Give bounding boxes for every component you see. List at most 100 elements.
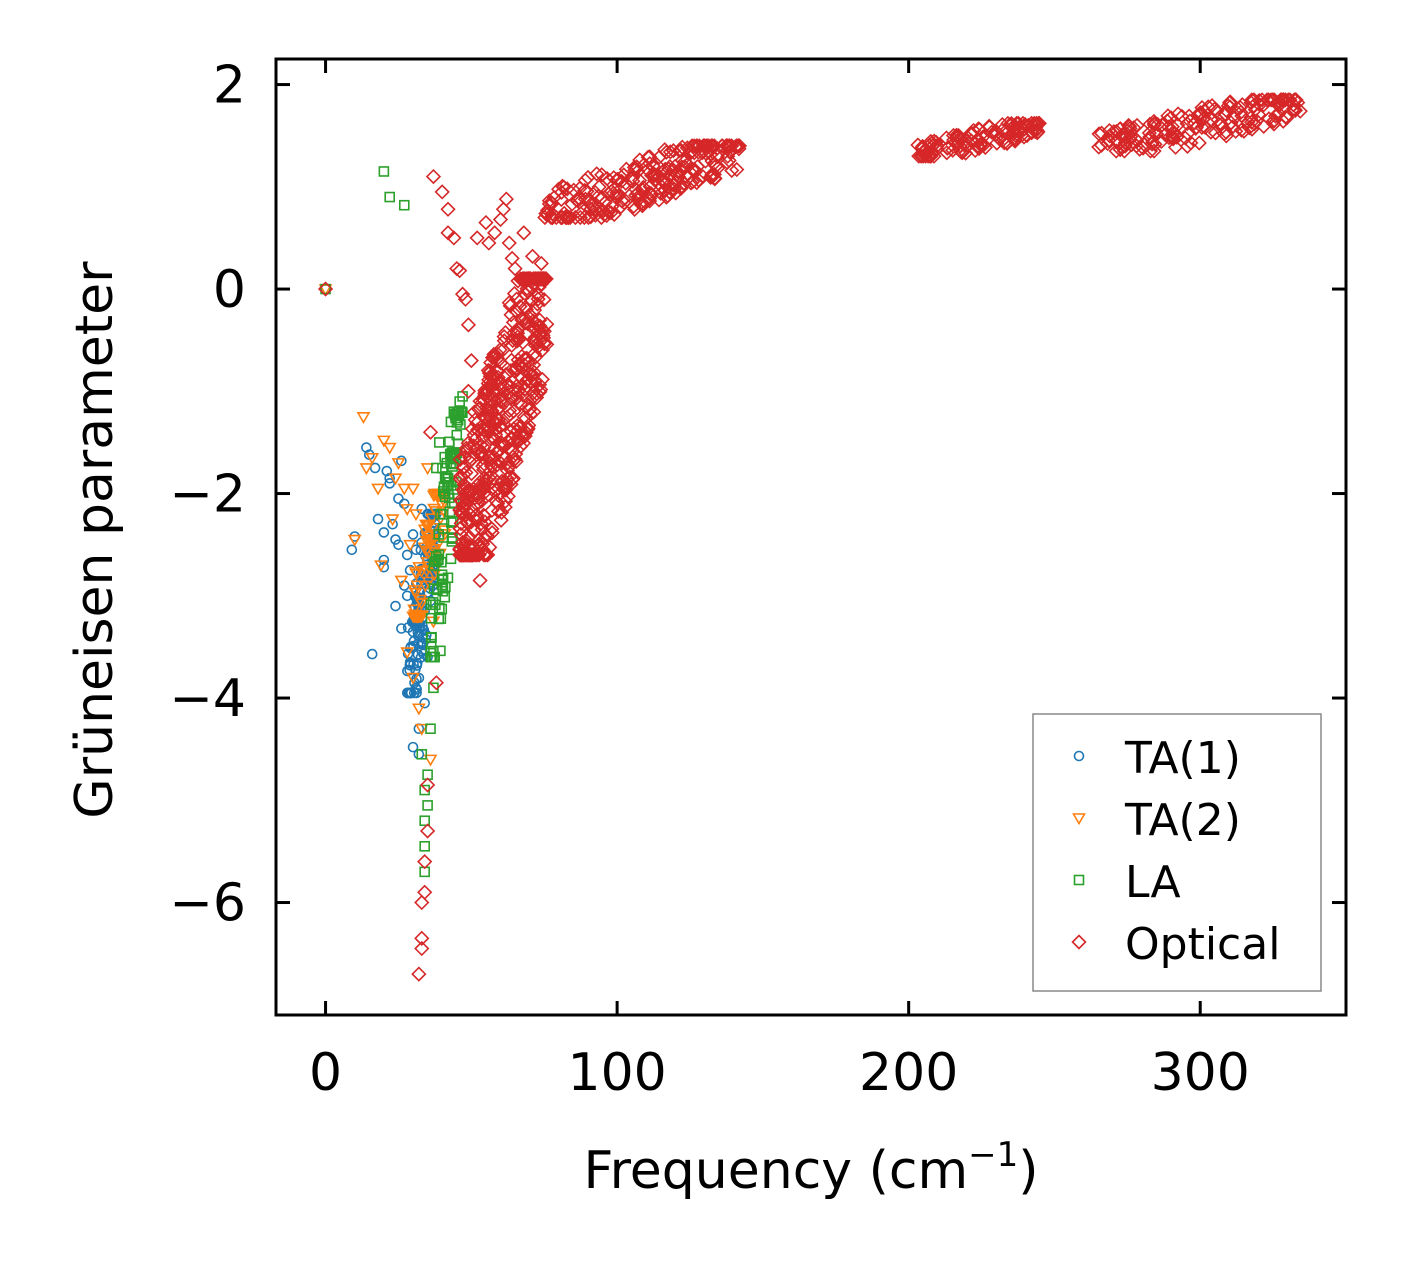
- data-point: [1191, 135, 1207, 151]
- data-point: [495, 201, 512, 217]
- data-point: [499, 470, 515, 487]
- data-point: [1266, 92, 1282, 108]
- data-point: [403, 687, 414, 699]
- data-point: [599, 207, 615, 224]
- data-point: [404, 656, 416, 668]
- data-point: [385, 514, 400, 527]
- data-point: [1218, 128, 1234, 144]
- data-point: [378, 166, 390, 177]
- data-point: [487, 225, 503, 241]
- data-point: [394, 575, 409, 588]
- data-point: [722, 143, 738, 159]
- data-point: [414, 930, 430, 946]
- data-point: [410, 682, 422, 694]
- series-optical: [317, 92, 1308, 982]
- data-point: [425, 638, 437, 650]
- data-point: [475, 458, 491, 474]
- data-point: [989, 135, 1005, 151]
- data-point: [481, 470, 498, 486]
- data-point: [481, 235, 497, 251]
- data-point: [527, 337, 544, 353]
- data-point: [401, 590, 413, 602]
- data-point: [518, 351, 535, 367]
- data-point: [496, 482, 512, 498]
- series-ta-2-: [318, 284, 452, 767]
- data-point: [1210, 112, 1226, 128]
- data-point: [589, 166, 605, 182]
- data-point: [506, 285, 523, 302]
- data-point: [528, 315, 544, 331]
- data-point: [674, 152, 690, 168]
- data-point: [1146, 115, 1163, 132]
- data-point: [484, 457, 500, 473]
- data-point: [714, 138, 731, 154]
- data-point: [636, 157, 652, 173]
- data-point: [1287, 92, 1303, 108]
- data-point: [1218, 124, 1234, 140]
- data-point: [510, 273, 526, 289]
- data-point: [509, 304, 525, 320]
- data-point: [416, 748, 428, 760]
- data-point: [414, 598, 429, 611]
- data-point: [448, 406, 460, 418]
- data-point: [525, 271, 541, 287]
- data-point: [503, 307, 519, 323]
- data-point: [436, 506, 451, 518]
- data-point: [374, 560, 388, 573]
- data-point: [419, 784, 430, 796]
- data-point: [419, 840, 430, 852]
- data-point: [538, 205, 554, 222]
- data-point: [407, 626, 419, 638]
- data-point: [519, 280, 535, 297]
- data-point: [651, 149, 667, 165]
- data-point: [1132, 141, 1148, 157]
- data-point: [382, 442, 397, 455]
- data-point: [1222, 94, 1238, 110]
- x-tick-label: 0: [309, 1043, 342, 1103]
- data-point: [407, 741, 419, 753]
- data-point: [525, 385, 541, 401]
- data-point: [558, 209, 574, 226]
- data-point: [482, 363, 498, 379]
- legend-label: TA(1): [1124, 733, 1241, 784]
- data-point: [346, 544, 358, 556]
- data-point: [553, 191, 569, 208]
- data-point: [369, 462, 381, 474]
- data-point: [698, 145, 714, 161]
- data-point: [996, 135, 1012, 151]
- data-point: [1114, 139, 1130, 156]
- data-point: [416, 503, 428, 515]
- data-point: [507, 260, 523, 277]
- data-point: [697, 153, 714, 169]
- data-point: [390, 534, 401, 545]
- data-point: [406, 483, 420, 496]
- data-point: [1256, 97, 1272, 113]
- data-point: [1188, 119, 1205, 135]
- data-point: [1099, 135, 1116, 152]
- data-point: [372, 513, 384, 525]
- data-point: [423, 754, 438, 767]
- legend-marker: [1072, 813, 1086, 826]
- data-point: [684, 161, 700, 178]
- data-point: [981, 118, 997, 134]
- data-point: [463, 352, 479, 369]
- data-point: [1243, 95, 1259, 111]
- data-point: [1117, 126, 1133, 142]
- data-point: [616, 167, 632, 183]
- data-point: [1142, 129, 1158, 145]
- data-point: [412, 562, 426, 574]
- data-point: [475, 429, 491, 445]
- data-point: [433, 613, 445, 625]
- data-point: [478, 380, 495, 397]
- x-tick-label: 300: [1151, 1043, 1250, 1103]
- data-point: [647, 172, 663, 188]
- data-point: [1246, 116, 1263, 132]
- data-point: [387, 518, 398, 530]
- data-point: [469, 230, 485, 246]
- data-point: [409, 591, 421, 602]
- data-point: [571, 191, 588, 207]
- data-point: [414, 940, 430, 957]
- data-point: [1163, 110, 1179, 126]
- data-point: [618, 161, 634, 177]
- x-axis-label: Frequency (cm−1): [583, 1135, 1038, 1201]
